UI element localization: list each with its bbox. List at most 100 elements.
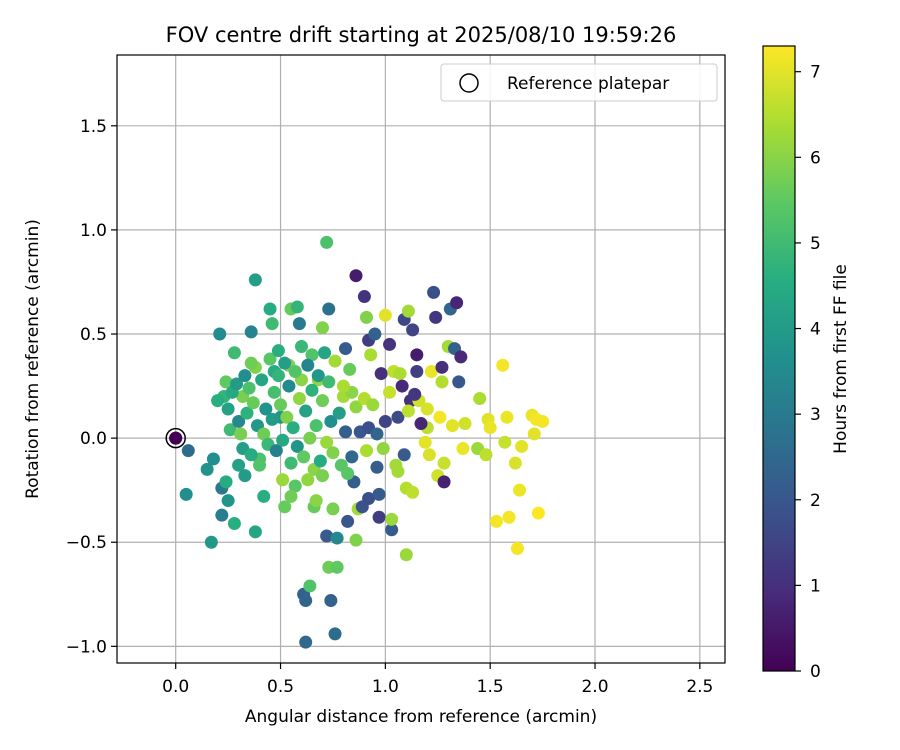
data-point bbox=[328, 627, 342, 641]
data-point bbox=[259, 402, 273, 416]
data-point bbox=[204, 535, 218, 549]
data-point bbox=[339, 425, 353, 439]
colorbar-tick-label: 6 bbox=[810, 148, 821, 168]
data-point bbox=[510, 541, 524, 555]
data-point bbox=[244, 356, 258, 370]
data-point bbox=[284, 456, 298, 470]
data-point bbox=[301, 473, 315, 487]
data-point bbox=[244, 448, 258, 462]
reference-marker bbox=[165, 427, 186, 449]
data-point bbox=[274, 398, 288, 412]
data-point bbox=[401, 404, 415, 418]
data-point bbox=[286, 421, 300, 435]
colorbar-tick-label: 2 bbox=[810, 491, 821, 511]
data-point bbox=[257, 489, 271, 503]
data-point bbox=[297, 450, 311, 464]
data-point bbox=[240, 406, 254, 420]
data-point bbox=[179, 487, 193, 501]
data-point bbox=[330, 560, 344, 574]
data-point bbox=[255, 373, 269, 387]
data-point bbox=[458, 417, 472, 431]
data-point bbox=[513, 483, 527, 497]
data-point bbox=[408, 387, 422, 401]
x-tick-label: 2.0 bbox=[581, 677, 608, 697]
data-point bbox=[257, 427, 271, 441]
data-point bbox=[410, 348, 424, 362]
data-point bbox=[385, 512, 399, 526]
data-point bbox=[330, 531, 344, 545]
data-point bbox=[429, 310, 443, 324]
data-point bbox=[282, 379, 296, 393]
data-point bbox=[357, 290, 371, 304]
data-point bbox=[385, 523, 399, 537]
data-point bbox=[364, 348, 378, 362]
data-point bbox=[265, 412, 279, 426]
data-point bbox=[450, 296, 464, 310]
x-tick-label: 1.0 bbox=[372, 677, 399, 697]
data-point bbox=[332, 406, 346, 420]
legend-marker-icon bbox=[459, 73, 479, 93]
data-point bbox=[341, 467, 355, 481]
data-point bbox=[301, 358, 315, 372]
data-point bbox=[326, 502, 340, 516]
data-point bbox=[418, 435, 432, 449]
reference-ring bbox=[165, 427, 186, 449]
data-point bbox=[508, 456, 522, 470]
data-point bbox=[290, 439, 304, 453]
data-point bbox=[420, 402, 434, 416]
data-point bbox=[234, 427, 248, 441]
y-tick-label: 1.5 bbox=[80, 117, 107, 137]
colorbar-tick-label: 4 bbox=[810, 320, 821, 340]
data-point bbox=[437, 475, 451, 489]
reference-point bbox=[169, 431, 183, 445]
data-point bbox=[227, 346, 241, 360]
data-point bbox=[454, 350, 468, 364]
x-tick-label: 2.5 bbox=[686, 677, 713, 697]
data-point bbox=[341, 514, 355, 528]
data-point bbox=[305, 383, 319, 397]
data-point bbox=[452, 375, 466, 389]
data-point bbox=[483, 421, 497, 435]
data-point bbox=[515, 439, 529, 453]
data-point bbox=[349, 400, 363, 414]
data-point bbox=[376, 442, 390, 456]
x-axis-label: Angular distance from reference (arcmin) bbox=[245, 707, 597, 727]
data-point bbox=[383, 385, 397, 399]
data-point bbox=[320, 435, 334, 449]
data-point bbox=[263, 352, 277, 366]
data-point bbox=[232, 458, 246, 472]
colorbar-tick-label: 3 bbox=[810, 405, 821, 425]
data-point bbox=[427, 285, 441, 299]
data-point bbox=[206, 452, 220, 466]
data-point bbox=[349, 269, 363, 283]
data-point bbox=[309, 494, 323, 508]
data-point bbox=[221, 402, 235, 416]
data-point bbox=[531, 506, 545, 520]
data-point bbox=[315, 321, 329, 335]
data-point bbox=[489, 514, 503, 528]
data-point bbox=[435, 360, 449, 374]
data-point bbox=[215, 508, 229, 522]
legend-label: Reference platepar bbox=[507, 74, 669, 94]
data-point bbox=[299, 635, 313, 649]
data-point bbox=[500, 410, 514, 424]
data-point bbox=[303, 431, 317, 445]
y-tick-label: 0.0 bbox=[80, 429, 107, 449]
data-point bbox=[324, 414, 338, 428]
colorbar-fill bbox=[763, 46, 795, 671]
data-point bbox=[414, 417, 428, 431]
data-point bbox=[223, 423, 237, 437]
data-point bbox=[366, 398, 380, 412]
data-point bbox=[326, 446, 340, 460]
data-point bbox=[303, 579, 317, 593]
data-point bbox=[305, 348, 319, 362]
data-point bbox=[406, 323, 420, 337]
data-point bbox=[294, 340, 308, 354]
data-point bbox=[479, 448, 493, 462]
data-point bbox=[276, 473, 290, 487]
y-axis-label: Rotation from reference (arcmin) bbox=[23, 219, 43, 499]
data-point bbox=[424, 364, 438, 378]
x-tick-label: 0.0 bbox=[162, 677, 189, 697]
data-point bbox=[265, 317, 279, 331]
data-point bbox=[315, 469, 329, 483]
